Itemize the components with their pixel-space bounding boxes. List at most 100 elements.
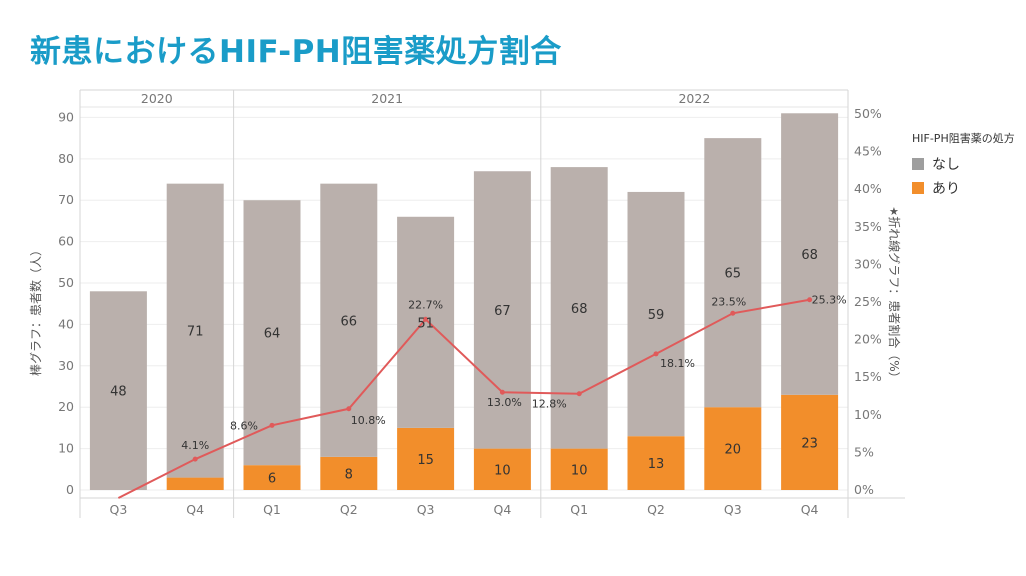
category-label: Q4 [494,502,512,517]
bar-label-none: 67 [494,304,511,319]
bar-label-none: 71 [187,325,204,340]
category-label: Q4 [801,502,819,517]
bar-segment-none [550,167,608,449]
category-label: Q4 [186,502,204,517]
left-tick-label: 50 [58,275,74,290]
bar-segment-none [89,291,147,490]
legend-title: HIF-PH阻害薬の処方 [912,132,1015,145]
right-tick-label: 30% [854,256,882,271]
category-label: Q1 [263,502,281,517]
bar-segment-none [473,171,531,449]
bar-label-yes: 10 [571,463,588,478]
percentage-label: 4.1% [181,439,209,452]
percentage-point [653,351,659,357]
bar-segment-yes [166,477,224,490]
category-label: Q2 [340,502,358,517]
category-label: Q1 [570,502,588,517]
bar-segment-yes [627,436,685,490]
axes-layer: 棒グラフ：患者数（人） 折れ線グラフ：患者割合（%） ★ 0 10 20 30 40 50… [28,106,902,497]
bar-label-none: 68 [801,248,818,263]
percentage-point [576,391,582,397]
bar-label-yes: 23 [801,436,818,451]
legend-label-yes: あり [932,181,960,197]
pin-icon: ★ [889,205,899,218]
labels-layer: 2020 Q3 Q4 2021 Q1 Q2 Q3 Q4 2022 Q1 Q2 Q3 Q4 48 71 6 64 8… [110,91,847,517]
legend-swatch-yes [912,182,924,194]
left-tick-label: 40 [58,316,74,331]
line-layer [117,297,813,499]
category-label: Q3 [110,502,128,517]
bar-label-yes: 15 [417,453,434,468]
bar-label-yes: 8 [345,467,353,482]
left-tick-label: 90 [58,109,74,124]
left-tick-label: 10 [58,441,74,456]
percentage-point [730,310,736,316]
right-tick-label: 35% [854,219,882,234]
bar-label-none: 48 [110,385,127,400]
bar-label-none: 51 [417,316,434,331]
category-label: Q3 [724,502,742,517]
year-label: 2021 [371,91,403,106]
bar-label-none: 64 [264,327,281,342]
right-tick-label: 15% [854,369,882,384]
left-tick-label: 80 [58,151,74,166]
right-tick-label: 50% [854,106,882,121]
bar-segment-yes [243,465,301,490]
bar-segment-none [627,191,685,437]
bar-label-none: 65 [725,267,742,282]
bar-label-yes: 10 [494,463,511,478]
percentage-point [269,422,275,428]
right-tick-label: 20% [854,332,882,347]
legend: HIF-PH阻害薬の処方 なし あり [912,130,1015,202]
bar-label-none: 59 [648,308,665,323]
right-tick-label: 45% [854,144,882,159]
percentage-label: 13.0% [487,396,522,409]
category-label: Q3 [417,502,435,517]
left-tick-label: 20 [58,399,74,414]
bar-segment-yes [550,448,608,490]
bar-label-yes: 13 [648,457,665,472]
legend-swatch-none [912,158,924,170]
bar-segment-yes [320,456,378,490]
bar-segment-none [704,138,762,408]
bar-label-none: 66 [341,314,358,329]
legend-label-none: なし [932,157,960,173]
bar-segment-yes [704,407,762,490]
legend-item-yes[interactable]: あり [912,178,1015,198]
right-tick-label: 10% [854,407,882,422]
percentage-label: 18.1% [660,357,695,370]
right-tick-label: 25% [854,294,882,309]
left-tick-label: 30 [58,358,74,373]
year-label: 2020 [141,91,173,106]
percentage-point [346,406,352,412]
right-tick-label: 40% [854,181,882,196]
percentage-point [807,297,813,303]
percentage-point [192,456,198,462]
bar-label-yes: 6 [268,472,276,487]
bar-segment-none [397,216,455,428]
page-title: 新患におけるHIF-PH阻害薬処方割合 [30,34,562,70]
year-label: 2022 [678,91,710,106]
right-tick-label: 5% [854,444,874,459]
bar-label-none: 68 [571,302,588,317]
left-tick-label: 70 [58,192,74,207]
left-axis-title: 棒グラフ：患者数（人） [28,244,43,376]
percentage-point [499,389,505,395]
bar-segment-yes [473,448,531,490]
percentage-label: 22.7% [408,298,443,311]
bar-segment-none [166,183,224,478]
percentage-label: 23.5% [711,295,746,308]
percentage-label: 25.3% [812,294,847,307]
legend-item-none[interactable]: なし [912,154,1015,174]
percentage-line [117,298,810,499]
percentage-label: 8.6% [230,419,258,432]
bar-segment-yes [397,427,455,490]
bar-label-yes: 20 [725,443,742,458]
right-axis-title: 折れ線グラフ：患者割合（%） [887,216,902,383]
percentage-point [423,316,429,322]
bars-layer [89,113,839,490]
left-tick-label: 60 [58,234,74,249]
bar-segment-yes [781,394,839,490]
percentage-label: 10.8% [351,414,386,427]
